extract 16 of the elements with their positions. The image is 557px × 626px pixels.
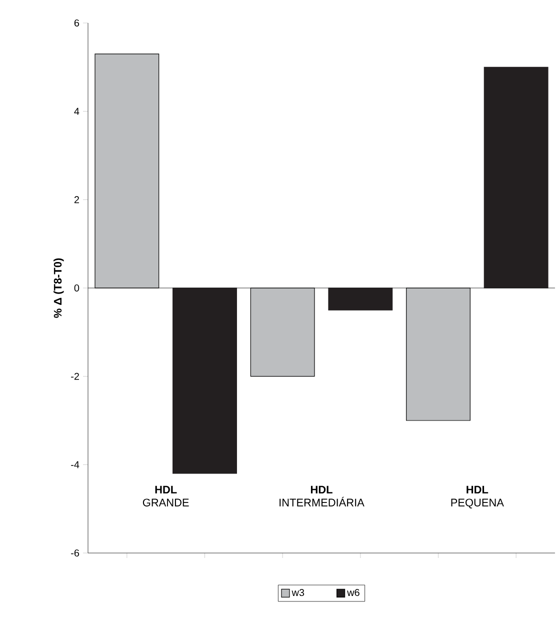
bar: [328, 288, 393, 310]
y-tick-label: 6: [74, 19, 80, 27]
y-tick-label: 4: [74, 108, 80, 115]
y-tick-label: 2: [74, 196, 79, 204]
bar: [172, 288, 237, 474]
y-tick-label: -2: [71, 372, 79, 380]
y-tick-label: -6: [71, 549, 80, 557]
bar: [484, 66, 548, 288]
y-tick-label: -4: [71, 461, 80, 468]
legend-label: w6: [347, 588, 360, 596]
y-axis-title: % Δ (T8-T0): [54, 258, 64, 318]
x-tick-label: HDL PEQUENA: [451, 486, 504, 508]
x-tick-label: HDL GRANDE: [142, 486, 189, 506]
legend-label: w3: [292, 588, 304, 596]
x-tick-label: HDL INTERMEDIÁRIA: [280, 486, 364, 506]
y-tick-label: 0: [74, 284, 80, 292]
